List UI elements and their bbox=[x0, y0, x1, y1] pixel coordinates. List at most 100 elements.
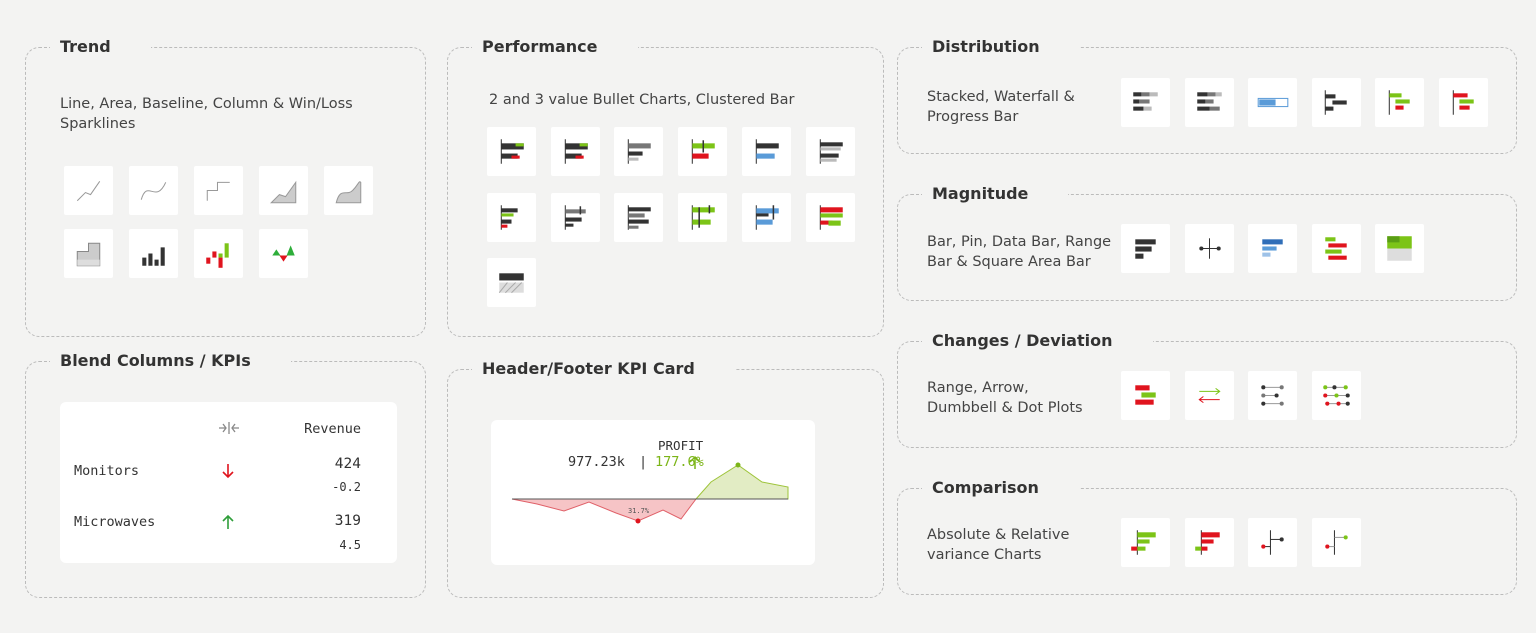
icon-graphic bbox=[755, 204, 779, 230]
chart-icon[interactable] bbox=[487, 127, 536, 176]
chart-icon[interactable] bbox=[1184, 78, 1234, 127]
chart-icon[interactable] bbox=[1311, 224, 1361, 273]
icon-graphic bbox=[691, 204, 715, 230]
chart-icon[interactable] bbox=[1184, 518, 1234, 567]
panel-description: Line, Area, Baseline, Column & Win/Loss … bbox=[60, 96, 353, 132]
icon-graphic bbox=[76, 181, 101, 202]
panel-title: Changes / Deviation bbox=[922, 331, 1153, 350]
chart-icon[interactable] bbox=[64, 229, 113, 278]
icon-graphic bbox=[1452, 90, 1474, 115]
icon-graphic bbox=[691, 139, 715, 164]
panel-title: Distribution bbox=[922, 37, 1080, 56]
kpi-value: 977.23k bbox=[568, 454, 625, 470]
icon-graphic bbox=[1135, 385, 1156, 405]
icon-graphic bbox=[335, 181, 362, 204]
chart-icon[interactable] bbox=[741, 192, 791, 242]
chart-icon[interactable] bbox=[259, 229, 308, 278]
chart-icon[interactable] bbox=[614, 127, 664, 176]
chart-icon[interactable] bbox=[194, 166, 243, 215]
chart-icon[interactable] bbox=[678, 127, 728, 176]
icon-graphic bbox=[819, 204, 843, 230]
chart-icon[interactable] bbox=[550, 127, 600, 176]
chart-icon[interactable] bbox=[1248, 518, 1297, 567]
min-label: 31.7% bbox=[628, 507, 650, 515]
panel-title: Magnitude bbox=[922, 184, 1069, 203]
chart-icon[interactable] bbox=[1121, 518, 1170, 567]
icon-graphic bbox=[1261, 530, 1284, 555]
icon-graphic bbox=[564, 139, 588, 164]
chart-icon[interactable] bbox=[1121, 224, 1170, 273]
icon-graphic bbox=[1257, 97, 1289, 108]
chart-icon[interactable] bbox=[1184, 371, 1234, 420]
icon-graphic bbox=[628, 139, 652, 164]
icon-graphic bbox=[1324, 237, 1347, 260]
kpi-change: 177.6% bbox=[655, 454, 704, 470]
chart-icon[interactable] bbox=[259, 166, 308, 215]
kpi-table: Revenue Monitors 424 -0.2 Microwaves 319… bbox=[60, 402, 397, 563]
chart-icon[interactable] bbox=[487, 192, 536, 242]
panel-title: Performance bbox=[472, 37, 638, 56]
chart-icon[interactable] bbox=[1311, 78, 1361, 127]
chart-icon[interactable] bbox=[1121, 78, 1170, 127]
chart-icon[interactable] bbox=[64, 166, 113, 215]
area-chart bbox=[511, 462, 789, 524]
chart-icon[interactable] bbox=[487, 258, 536, 307]
panel-description: Bar, Pin, Data Bar, Range Bar & Square A… bbox=[927, 234, 1112, 270]
icon-graphic bbox=[500, 139, 524, 164]
row-change: 4.5 bbox=[339, 538, 361, 552]
icon-graphic bbox=[500, 204, 518, 230]
chart-icon[interactable] bbox=[550, 192, 600, 242]
icon-graphic bbox=[498, 273, 524, 294]
chart-icon[interactable] bbox=[1121, 371, 1170, 420]
chart-icon[interactable] bbox=[1311, 371, 1361, 420]
chart-icon[interactable] bbox=[678, 192, 728, 242]
icon-graphic bbox=[1387, 236, 1412, 261]
panel-title: Trend bbox=[50, 37, 151, 56]
down-arrow bbox=[222, 464, 234, 479]
chart-icon[interactable] bbox=[614, 192, 664, 242]
chart-icon[interactable] bbox=[324, 166, 373, 215]
chart-icon[interactable] bbox=[194, 229, 243, 278]
icon-graphic bbox=[1262, 239, 1283, 257]
icon-graphic bbox=[1322, 385, 1350, 406]
chart-icon[interactable] bbox=[1438, 78, 1488, 127]
icon-graphic bbox=[1194, 530, 1220, 555]
icon-graphic bbox=[1196, 92, 1222, 111]
row-change: -0.2 bbox=[332, 480, 361, 494]
icon-graphic bbox=[1324, 90, 1347, 115]
panel: Blend Columns / KPIs bbox=[25, 351, 426, 598]
icon-graphic bbox=[1261, 385, 1284, 406]
icon-graphic bbox=[755, 139, 779, 164]
kpi-card: PROFIT 977.23k | 177.6% 31.7% bbox=[491, 420, 815, 565]
icon-graphic bbox=[1131, 530, 1156, 555]
panel: Header/Footer KPI Card bbox=[447, 359, 884, 598]
icon-graphic bbox=[206, 181, 230, 201]
chart-icon[interactable] bbox=[1375, 78, 1424, 127]
chart-icon[interactable] bbox=[805, 192, 855, 242]
kpi-label: PROFIT bbox=[658, 438, 704, 453]
panel-title: Comparison bbox=[922, 478, 1079, 497]
icon-graphic bbox=[628, 204, 652, 230]
row-value: 424 bbox=[334, 456, 361, 472]
chart-icon[interactable] bbox=[1248, 371, 1297, 420]
icon-graphic bbox=[1135, 239, 1156, 259]
chart-icon[interactable] bbox=[129, 229, 178, 278]
chart-icon[interactable] bbox=[805, 127, 855, 176]
row-label: Monitors bbox=[74, 463, 140, 479]
panel: Distribution Stacked, Waterfall & Progre… bbox=[897, 37, 1517, 154]
panel-description: 2 and 3 value Bullet Charts, Clustered B… bbox=[489, 92, 795, 108]
chart-icon[interactable] bbox=[1311, 518, 1361, 567]
icon-graphic bbox=[1133, 92, 1158, 111]
icon-graphic bbox=[1197, 387, 1221, 404]
chart-icon[interactable] bbox=[741, 127, 791, 176]
chart-icon[interactable] bbox=[1375, 224, 1424, 273]
chart-icon[interactable] bbox=[1248, 78, 1297, 127]
chart-icon[interactable] bbox=[129, 166, 178, 215]
chart-icon[interactable] bbox=[1184, 224, 1234, 273]
panel-description: Range, Arrow, Dumbbell & Dot Plots bbox=[927, 380, 1083, 416]
panel-description: Stacked, Waterfall & Progress Bar bbox=[927, 89, 1075, 125]
icon-graphic bbox=[270, 180, 297, 204]
chart-icon[interactable] bbox=[1248, 224, 1297, 273]
blend-icon bbox=[219, 422, 239, 434]
icon-graphic bbox=[1324, 530, 1348, 555]
